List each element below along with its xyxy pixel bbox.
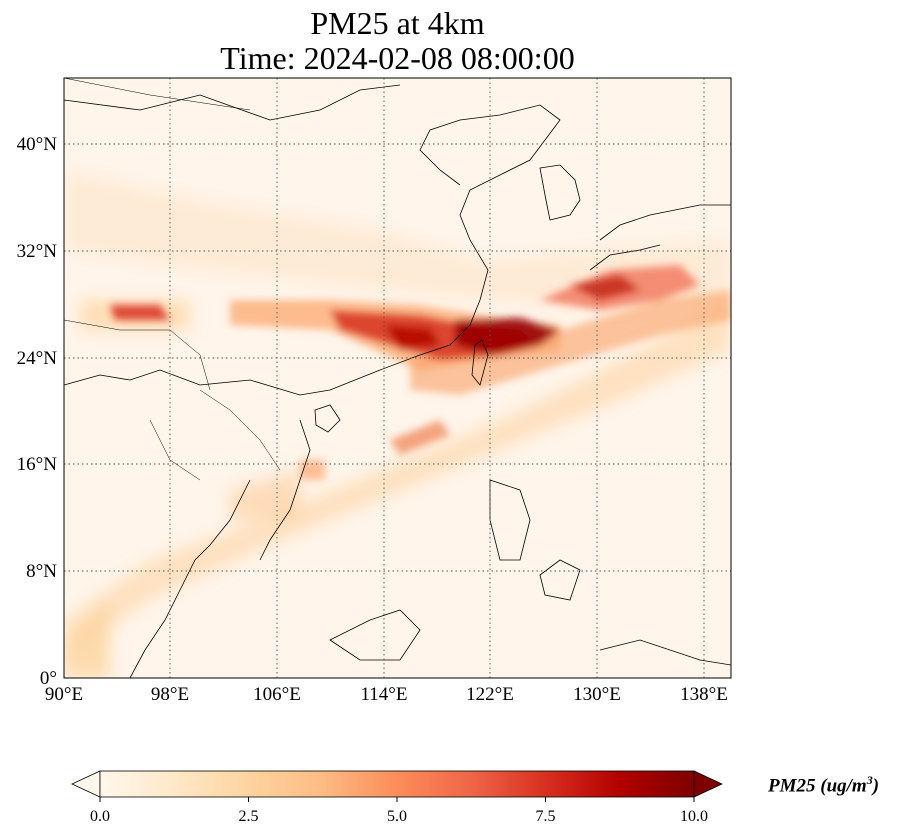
lat-tick-label: 32°N — [17, 241, 58, 262]
colorbar-tick-label: 7.5 — [536, 808, 556, 825]
colorbar-tick-label: 10.0 — [680, 808, 708, 825]
lat-tick-labels: 0° 8°N 16°N 24°N 32°N 40°N — [17, 134, 58, 689]
lat-tick-label: 16°N — [17, 454, 58, 475]
colorbar-extend-min — [71, 770, 101, 798]
lon-tick-label: 106°E — [253, 684, 301, 705]
colorbar-label-close: ) — [872, 775, 880, 797]
colorbar: 0.0 2.5 5.0 7.5 10.0 — [71, 770, 723, 825]
colorbar-label: PM25 (ug/m3) — [768, 773, 879, 797]
colorbar-extend-max — [693, 770, 723, 798]
pm25-plume — [110, 265, 731, 480]
map-title: PM25 at 4km — [310, 5, 485, 41]
colorbar-tick-label: 5.0 — [387, 808, 407, 825]
lat-tick-label: 40°N — [17, 134, 58, 155]
map-panel — [64, 78, 731, 678]
coastlines — [64, 84, 731, 678]
map-frame — [63, 77, 732, 679]
lon-tick-label: 122°E — [466, 684, 514, 705]
colorbar-label-exponent: 3 — [866, 773, 873, 787]
lon-tick-label: 90°E — [45, 684, 83, 705]
pm25-field — [64, 170, 731, 678]
lat-tick-label: 8°N — [26, 561, 57, 582]
map-time-subtitle: Time: 2024-02-08 08:00:00 — [220, 40, 575, 76]
colorbar-gradient — [99, 770, 695, 798]
gridlines — [64, 78, 731, 678]
colorbar-tick-label: 2.5 — [239, 808, 259, 825]
lon-tick-label: 114°E — [361, 684, 408, 705]
lon-tick-label: 138°E — [680, 684, 728, 705]
colorbar-label-main: PM25 (ug/m — [768, 775, 867, 797]
lon-tick-label: 98°E — [151, 684, 189, 705]
lon-tick-label: 130°E — [573, 684, 621, 705]
lon-tick-labels: 90°E 98°E 106°E 114°E 122°E 130°E 138°E — [45, 684, 728, 705]
lat-tick-label: 0° — [40, 668, 57, 689]
colorbar-tick-label: 0.0 — [90, 808, 110, 825]
lat-tick-label: 24°N — [17, 348, 58, 369]
